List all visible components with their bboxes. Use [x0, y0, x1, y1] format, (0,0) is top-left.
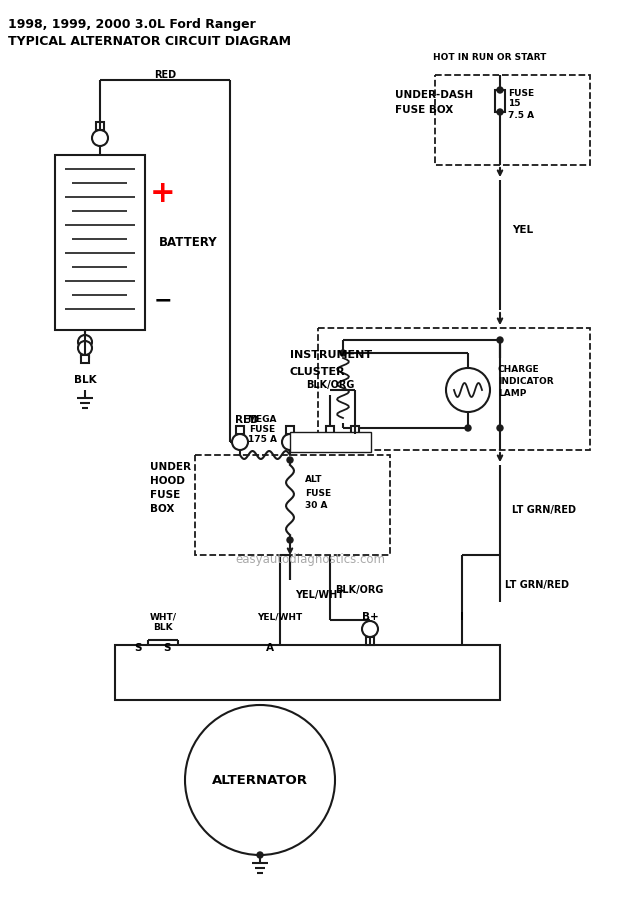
Text: S: S [134, 643, 142, 653]
Bar [290, 432, 371, 452]
Bar [81, 355, 89, 363]
Bar [195, 455, 390, 555]
Text: 175 A: 175 A [247, 436, 276, 445]
Text: LT GRN/RED: LT GRN/RED [505, 580, 569, 590]
Text: YEL/WHT: YEL/WHT [295, 590, 344, 600]
Circle shape [465, 425, 471, 431]
Text: FUSE: FUSE [249, 426, 275, 435]
Text: YEL: YEL [512, 225, 533, 235]
Text: FUSE BOX: FUSE BOX [395, 105, 453, 115]
Bar [435, 75, 590, 165]
Circle shape [232, 434, 248, 450]
Text: UNDER-DASH: UNDER-DASH [395, 90, 473, 100]
Circle shape [78, 335, 92, 349]
Text: BOX: BOX [150, 504, 174, 514]
Text: UNDER: UNDER [150, 462, 191, 472]
Circle shape [322, 434, 338, 450]
Circle shape [347, 434, 363, 450]
Text: ALT: ALT [305, 475, 323, 484]
Text: A: A [266, 643, 274, 653]
Circle shape [92, 130, 108, 146]
Text: S: S [163, 643, 171, 653]
Text: YEL/WHT: YEL/WHT [257, 613, 303, 622]
Text: MEGA: MEGA [247, 416, 277, 425]
Text: LT GRN/RED: LT GRN/RED [512, 505, 576, 515]
Circle shape [78, 341, 92, 355]
Text: CHARGE: CHARGE [498, 365, 540, 374]
Text: WHT/: WHT/ [150, 613, 177, 622]
Circle shape [497, 425, 503, 431]
Bar [366, 637, 374, 645]
Bar [96, 122, 104, 130]
Circle shape [497, 337, 503, 343]
Text: BLK/ORG: BLK/ORG [306, 380, 354, 390]
Bar [81, 349, 89, 357]
Text: FUSE: FUSE [508, 88, 534, 97]
Bar [236, 426, 244, 434]
Bar [351, 426, 359, 434]
Text: TYPICAL ALTERNATOR CIRCUIT DIAGRAM: TYPICAL ALTERNATOR CIRCUIT DIAGRAM [8, 35, 291, 48]
Bar [55, 155, 145, 330]
Circle shape [287, 457, 293, 463]
Text: INSTRUMENT: INSTRUMENT [290, 350, 372, 360]
Bar [326, 426, 334, 434]
Circle shape [257, 852, 263, 858]
Text: HOOD: HOOD [150, 476, 185, 486]
Text: BLK: BLK [74, 375, 96, 385]
Text: +: + [150, 178, 176, 208]
Text: CLUSTER: CLUSTER [290, 367, 345, 377]
Circle shape [446, 368, 490, 412]
Text: LAMP: LAMP [498, 390, 527, 399]
Text: I: I [460, 612, 464, 622]
Text: B+: B+ [362, 612, 378, 622]
Circle shape [340, 350, 346, 356]
Text: INDICATOR: INDICATOR [498, 377, 554, 386]
Text: BLK: BLK [153, 624, 173, 633]
Text: 15: 15 [508, 100, 520, 109]
Text: HOT IN RUN OR START: HOT IN RUN OR START [433, 53, 547, 62]
Circle shape [185, 705, 335, 855]
Circle shape [362, 621, 378, 637]
Text: RED: RED [235, 415, 259, 425]
Bar [318, 328, 590, 450]
Text: RED: RED [154, 70, 176, 80]
Text: 7.5 A: 7.5 A [508, 111, 534, 120]
Text: ALTERNATOR: ALTERNATOR [212, 773, 308, 787]
Circle shape [282, 434, 298, 450]
Bar [286, 426, 294, 434]
Bar [495, 90, 505, 112]
Text: FUSE: FUSE [150, 490, 180, 500]
Text: −: − [154, 290, 172, 310]
Circle shape [287, 537, 293, 543]
Text: BATTERY: BATTERY [159, 236, 218, 248]
Text: FUSE: FUSE [305, 489, 331, 498]
Circle shape [497, 87, 503, 93]
Text: BLK/ORG: BLK/ORG [335, 585, 383, 595]
Text: easyautodiagnostics.com: easyautodiagnostics.com [235, 554, 385, 566]
Circle shape [497, 109, 503, 115]
Text: 1998, 1999, 2000 3.0L Ford Ranger: 1998, 1999, 2000 3.0L Ford Ranger [8, 18, 256, 31]
Bar [115, 645, 500, 700]
Text: 30 A: 30 A [305, 501, 328, 510]
